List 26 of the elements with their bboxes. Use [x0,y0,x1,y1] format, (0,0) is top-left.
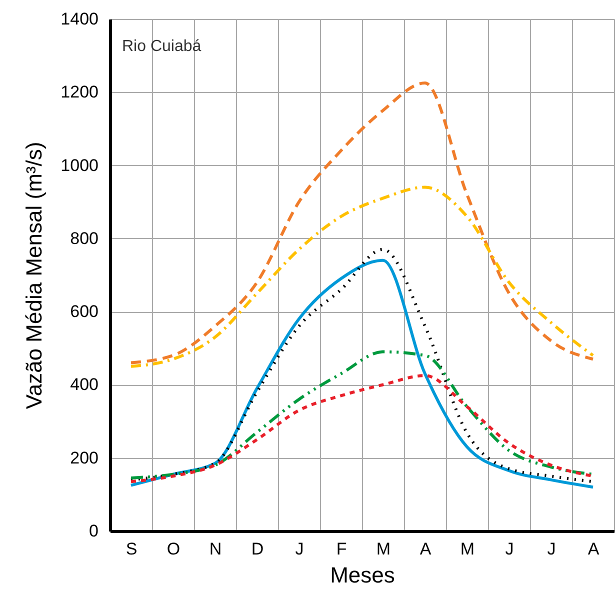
x-tick-label: M [460,540,475,558]
x-tick-label: J [295,540,304,558]
x-tick-label: J [505,540,514,558]
x-tick-label: F [336,540,347,558]
annotation: Rio Cuiabá [122,38,202,55]
y-tick-label: 600 [70,302,98,322]
y-tick-label: 400 [70,375,98,394]
x-tick-label: A [420,540,432,558]
line-series [130,82,594,364]
y-tick-label: 800 [70,228,98,248]
y-tick-label: 1400 [60,10,98,28]
y-tick-label: 1200 [60,82,98,102]
x-tick-label: J [547,540,556,558]
line-series [130,186,594,368]
x-tick-label: D [251,540,264,558]
y-tick-label: 0 [89,522,98,540]
x-tick-label: S [126,540,138,558]
x-tick-label: A [588,540,600,558]
y-axis-title: Vazão Média Mensal (m³/s) [22,142,47,410]
y-tick-label: 1000 [60,156,98,175]
y-tick-label: 200 [70,448,98,468]
x-tick-label: N [209,540,222,558]
line-series [130,350,594,480]
x-axis-title: Meses [330,562,395,588]
x-tick-label: M [376,540,391,558]
x-tick-label: O [166,540,180,558]
